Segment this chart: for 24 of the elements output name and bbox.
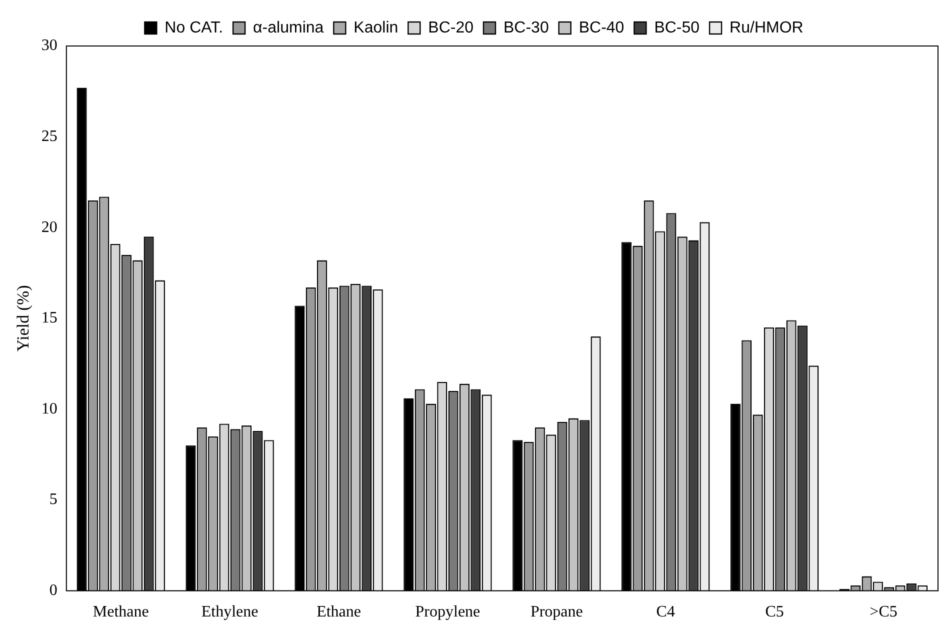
x-tick-label: C4 [656,604,675,621]
legend-label: BC-40 [578,19,624,36]
legend-label: BC-20 [428,19,474,36]
x-tick-label: >C5 [870,604,898,621]
y-tick-label: 10 [41,400,58,418]
legend-label: No CAT. [164,19,224,36]
y-tick-label: 20 [41,218,58,236]
y-tick-label: 0 [49,582,58,600]
legend-label: Kaolin [354,19,398,36]
y-tick-label: 25 [41,128,58,146]
legend-label: BC-50 [654,19,700,36]
y-tick-label: 30 [41,37,58,54]
y-axis-title: Yield (%) [14,285,33,352]
legend-label: BC-30 [503,19,549,36]
legend-label: Ru/HMOR [730,19,804,36]
legend-label: α-alumina [253,19,324,36]
x-tick-label: C5 [765,604,784,621]
y-tick-label: 5 [49,491,58,508]
x-tick-label: Ethylene [201,604,258,621]
x-tick-label: Propane [530,604,583,621]
y-tick-label: 15 [41,310,58,327]
x-tick-label: Methane [92,604,149,621]
x-tick-label: Ethane [316,604,361,621]
x-tick-label: Propylene [415,604,480,621]
